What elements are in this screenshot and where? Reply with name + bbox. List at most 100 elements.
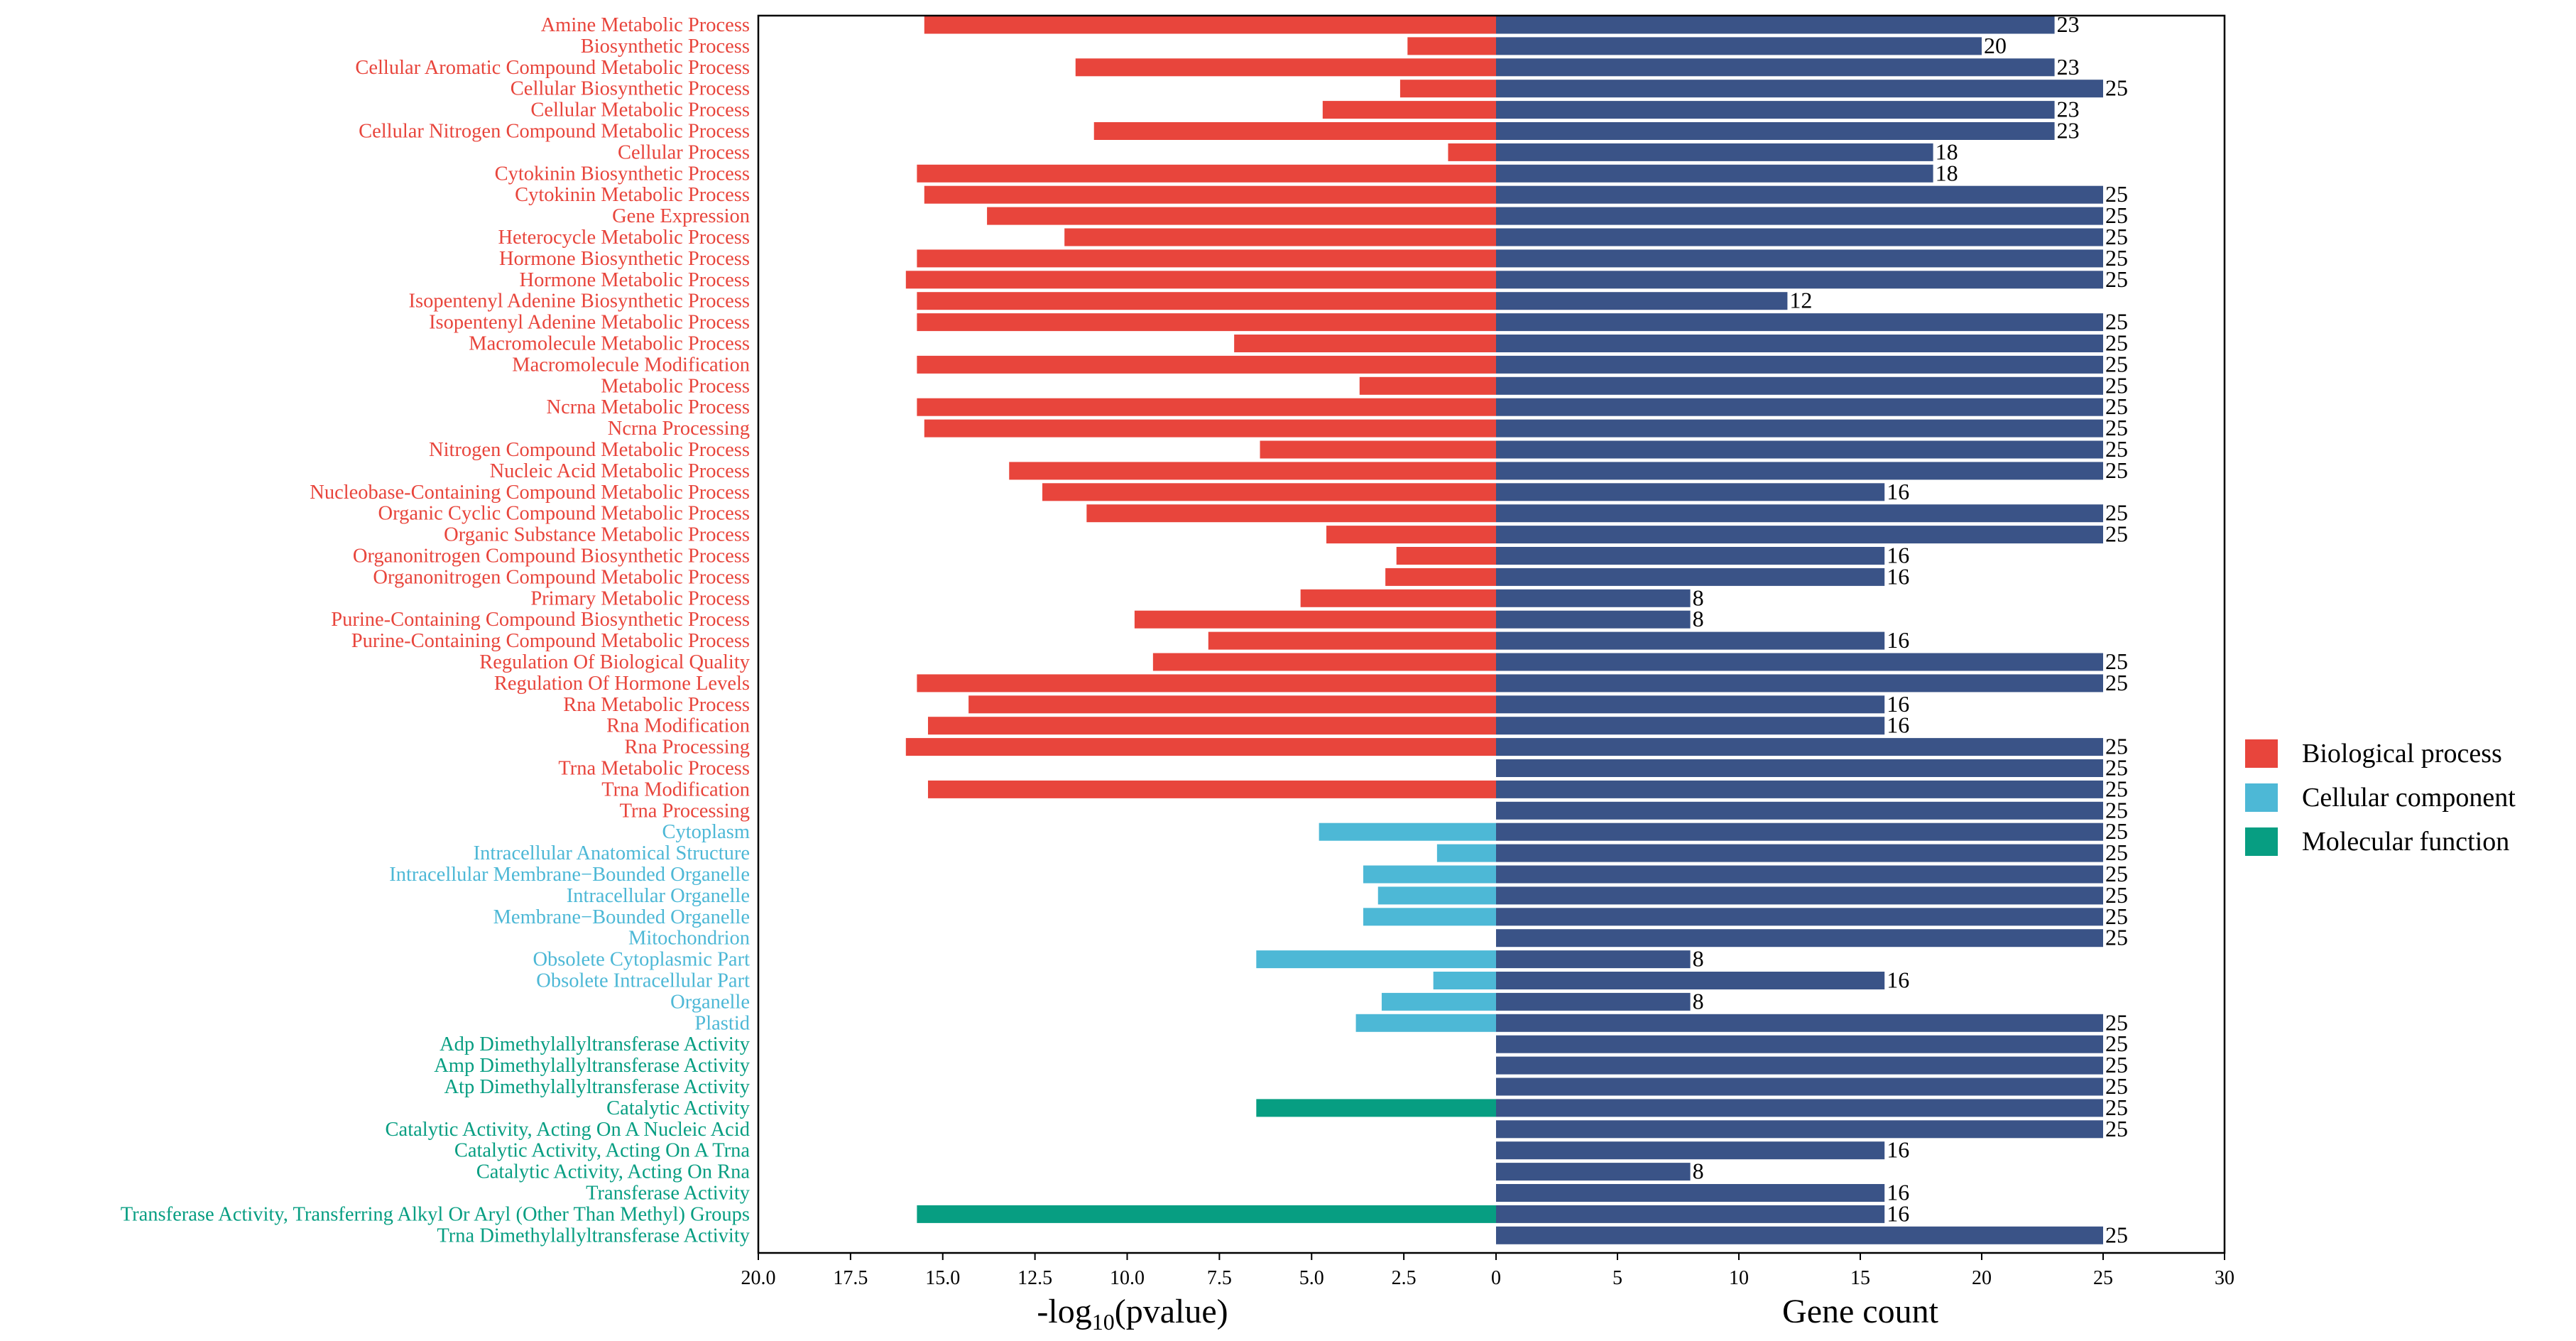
category-label: Adp Dimethylallyltransferase Activity — [440, 1033, 751, 1055]
pvalue-bar — [1009, 462, 1496, 480]
gene-count-value: 25 — [2105, 840, 2128, 865]
category-label: Regulation Of Biological Quality — [479, 651, 750, 673]
pvalue-tick-label: 2.5 — [1392, 1267, 1417, 1289]
category-label: Cellular Biosynthetic Process — [511, 78, 750, 100]
category-label: Amp Dimethylallyltransferase Activity — [434, 1055, 751, 1077]
pvalue-bar — [927, 780, 1496, 798]
pvalue-bar — [1064, 228, 1496, 246]
gene-count-value: 16 — [1887, 691, 1909, 717]
pvalue-bar — [1377, 886, 1496, 905]
pvalue-bar — [1363, 908, 1496, 926]
category-label: Intracellular Anatomical Structure — [474, 842, 750, 864]
category-label: Transferase Activity — [586, 1183, 751, 1205]
gene-count-bar — [1496, 101, 2055, 119]
gene-count-value: 25 — [2105, 372, 2128, 398]
pvalue-bar — [924, 16, 1496, 34]
category-label: Plastid — [694, 1012, 750, 1034]
category-label: Organonitrogen Compound Metabolic Proces… — [373, 566, 750, 588]
gene-count-bar — [1496, 1226, 2103, 1244]
pvalue-bar — [1359, 376, 1496, 395]
gene-count-bar — [1496, 1163, 1691, 1181]
pvalue-bar — [917, 292, 1496, 310]
pvalue-tick-label: 0 — [1491, 1267, 1501, 1289]
gene-count-tick-label: 20 — [1972, 1267, 1992, 1289]
gene-count-value: 25 — [2105, 351, 2128, 376]
category-label: Catalytic Activity, Acting On Rna — [476, 1161, 751, 1183]
gene-count-bar — [1496, 865, 2103, 884]
gene-count-value: 25 — [2105, 734, 2128, 759]
gene-count-value: 25 — [2105, 1052, 2128, 1077]
gene-count-bar — [1496, 589, 1691, 607]
gene-count-value: 16 — [1887, 1137, 1909, 1163]
gene-count-value: 25 — [2105, 1031, 2128, 1056]
pvalue-bar — [917, 164, 1496, 183]
gene-count-bar — [1496, 462, 2103, 480]
gene-count-value: 25 — [2105, 797, 2128, 822]
gene-count-bar — [1496, 568, 1885, 586]
gene-count-value: 25 — [2105, 266, 2128, 292]
legend-swatch — [2245, 827, 2278, 856]
pvalue-axis-label: -log10(pvalue) — [1037, 1293, 1228, 1335]
pvalue-bar — [1326, 526, 1496, 544]
pvalue-bars — [905, 16, 1496, 1223]
pvalue-bar — [1363, 865, 1496, 884]
legend: Biological process Cellular component Mole… — [2245, 739, 2516, 857]
gene-count-value: 25 — [2105, 1009, 2128, 1035]
legend-label: Cellular component — [2302, 783, 2516, 813]
pvalue-bar — [1396, 547, 1496, 565]
gene-count-value: 8 — [1693, 946, 1704, 972]
pvalue-tick-label: 12.5 — [1017, 1267, 1052, 1289]
gene-count-value: 8 — [1693, 606, 1704, 631]
gene-count-value: 25 — [2105, 925, 2128, 950]
gene-count-bar — [1496, 80, 2103, 98]
category-label: Nucleobase-Containing Compound Metabolic… — [310, 482, 750, 504]
category-label: Hormone Biosynthetic Process — [499, 248, 750, 270]
gene-count-value: 25 — [2105, 224, 2128, 249]
gene-count-value: 25 — [2105, 1116, 2128, 1141]
gene-count-bar — [1496, 547, 1885, 565]
pvalue-bar — [1208, 631, 1496, 650]
axes: 20.0 17.5 15.0 12.5 10.0 7.5 5.0 2.5 0 5 10 15 20 25… — [741, 14, 2234, 1335]
gene-count-value: 25 — [2105, 776, 2128, 801]
gene-count-bar — [1496, 1056, 2103, 1075]
category-label: Ncrna Processing — [608, 418, 750, 440]
pvalue-bar — [917, 313, 1496, 332]
category-label: Obsolete Intracellular Part — [536, 970, 750, 992]
gene-count-value: 16 — [1887, 967, 1909, 993]
gene-count-bar — [1496, 610, 1691, 629]
gene-count-axis-label: Gene count — [1782, 1293, 1939, 1330]
gene-count-value: 23 — [2057, 118, 2080, 143]
gene-count-value: 25 — [2105, 75, 2128, 101]
category-label: Biosynthetic Process — [581, 36, 750, 58]
pvalue-bar — [1433, 972, 1496, 989]
category-label: Trna Processing — [620, 800, 750, 822]
category-label: Heterocycle Metabolic Process — [498, 227, 750, 249]
gene-count-bar — [1496, 271, 2103, 289]
gene-count-bar — [1496, 1141, 1885, 1160]
category-label: Cytokinin Metabolic Process — [515, 184, 750, 206]
gene-count-tick-label: 30 — [2215, 1267, 2234, 1289]
plot-frame — [757, 14, 2226, 1254]
category-label: Isopentenyl Adenine Biosynthetic Process — [409, 291, 750, 313]
gene-count-value: 25 — [2105, 202, 2128, 228]
pvalue-tick-label: 10.0 — [1110, 1267, 1145, 1289]
category-label: Cytoplasm — [662, 821, 750, 843]
pvalue-bar — [987, 207, 1496, 225]
gene-count-value: 16 — [1887, 627, 1909, 653]
gene-count-value: 25 — [2105, 670, 2128, 695]
gene-count-bar — [1496, 526, 2103, 544]
category-label: Regulation Of Hormone Levels — [494, 673, 750, 695]
gene-count-tick-label: 10 — [1729, 1267, 1749, 1289]
category-label: Organic Cyclic Compound Metabolic Proces… — [378, 503, 750, 525]
pvalue-bar — [1134, 610, 1496, 629]
category-label: Isopentenyl Adenine Metabolic Process — [429, 312, 750, 334]
legend-label: Molecular function — [2302, 827, 2509, 857]
gene-count-value: 25 — [2105, 181, 2128, 207]
gene-count-bar — [1496, 950, 1691, 969]
gene-count-value: 8 — [1693, 988, 1704, 1014]
gene-count-tick-label: 5 — [1612, 1267, 1622, 1289]
gene-count-value: 25 — [2105, 1222, 2128, 1247]
category-label: Membrane−Bounded Organelle — [493, 906, 750, 928]
gene-count-bar — [1496, 207, 2103, 225]
